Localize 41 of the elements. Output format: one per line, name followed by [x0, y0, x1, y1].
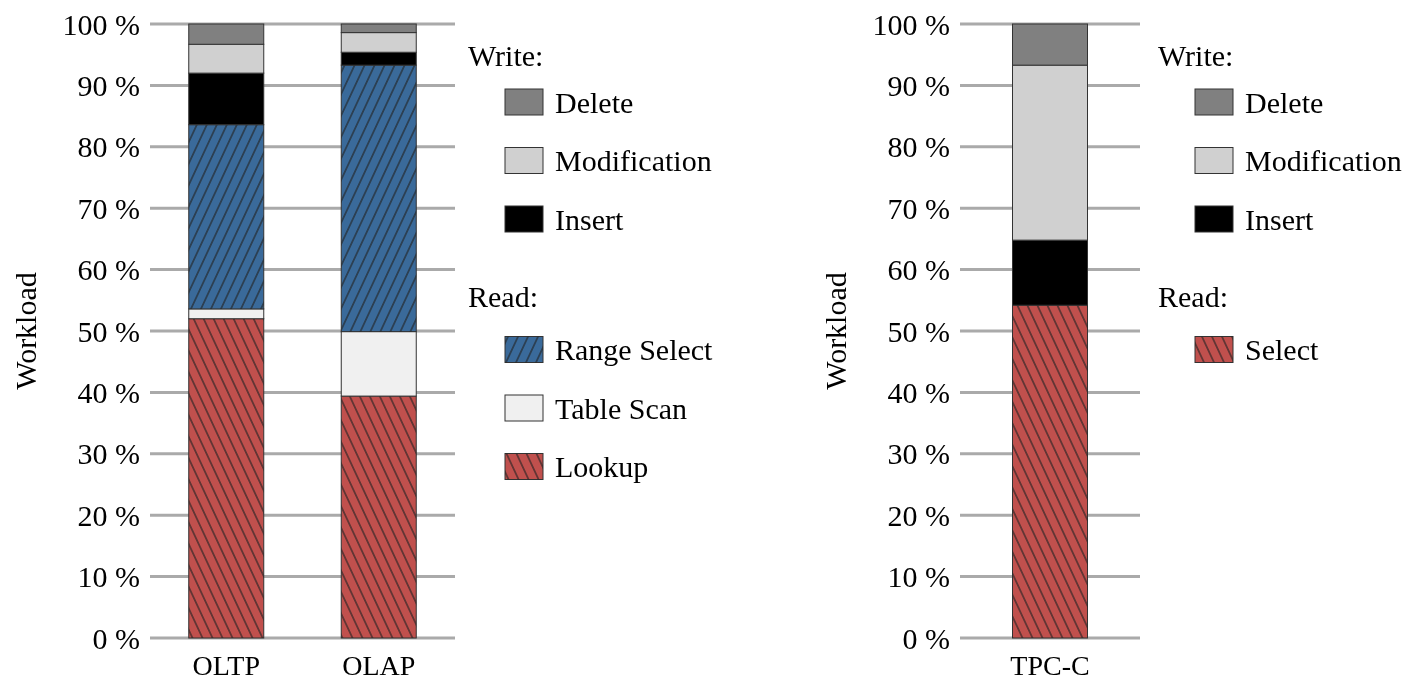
y-tick-label: 60 %	[77, 253, 140, 287]
x-tick-label: OLTP	[192, 649, 260, 681]
y-tick-label: 40 %	[887, 375, 950, 409]
y-axis-title: Workload	[8, 272, 42, 390]
y-tick-label: 20 %	[77, 498, 140, 532]
legend-label: Select	[1245, 333, 1319, 366]
y-tick-label: 40 %	[77, 375, 140, 409]
legend-label: Lookup	[555, 450, 649, 483]
text: Write:	[468, 38, 544, 72]
legend-label: Table Scan	[555, 391, 688, 425]
x-tick-label: TPC-C	[1010, 649, 1090, 681]
y-axis-title: Workload	[818, 272, 852, 390]
y-tick-label: 100 %	[872, 7, 950, 41]
y-tick-label: 70 %	[77, 191, 140, 225]
y-tick-label: 60 %	[887, 253, 950, 287]
y-tick-label: 10 %	[887, 560, 950, 594]
legend-label: Modification	[555, 144, 712, 177]
legend-label: Insert	[1245, 202, 1314, 236]
y-tick-label: 10 %	[77, 560, 140, 594]
y-tick-label: 0 %	[92, 621, 140, 655]
legend-label: Delete	[555, 85, 634, 119]
y-tick-label: 0 %	[902, 621, 950, 655]
text: Read:	[1158, 280, 1228, 313]
y-tick-label: 30 %	[77, 437, 140, 471]
text: Write:	[1158, 38, 1234, 72]
y-tick-label: 80 %	[887, 130, 950, 164]
y-tick-label: 50 %	[77, 314, 140, 348]
legend-label: Insert	[555, 202, 624, 236]
x-tick-label: OLAP	[342, 649, 416, 681]
y-tick-label: 20 %	[887, 498, 950, 532]
y-tick-label: 30 %	[887, 437, 950, 471]
y-tick-label: 90 %	[887, 68, 950, 102]
text: Read:	[468, 280, 538, 313]
y-tick-label: 80 %	[77, 130, 140, 164]
legend-label: Range Select	[555, 333, 714, 366]
y-tick-label: 100 %	[62, 7, 140, 41]
y-tick-label: 70 %	[887, 191, 950, 225]
legend-label: Delete	[1245, 85, 1324, 119]
y-tick-label: 90 %	[77, 68, 140, 102]
y-tick-label: 50 %	[887, 314, 950, 348]
legend-label: Modification	[1245, 144, 1402, 177]
